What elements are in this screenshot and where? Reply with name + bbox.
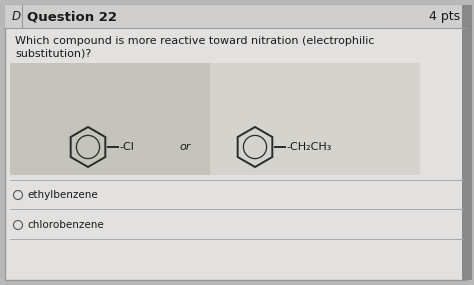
Text: -Cl: -Cl (119, 142, 134, 152)
Text: or: or (179, 142, 191, 152)
Text: Question 22: Question 22 (27, 10, 117, 23)
Text: chlorobenzene: chlorobenzene (27, 220, 104, 230)
FancyBboxPatch shape (5, 5, 467, 280)
Text: 4 pts: 4 pts (429, 10, 460, 23)
FancyBboxPatch shape (10, 63, 325, 175)
Text: ethylbenzene: ethylbenzene (27, 190, 98, 200)
FancyBboxPatch shape (462, 5, 472, 280)
Text: substitution)?: substitution)? (15, 48, 91, 58)
FancyBboxPatch shape (210, 63, 420, 175)
Text: Which compound is more reactive toward nitration (electrophilic: Which compound is more reactive toward n… (15, 36, 374, 46)
Text: -CH₂CH₃: -CH₂CH₃ (286, 142, 331, 152)
Text: D: D (12, 10, 21, 23)
FancyBboxPatch shape (5, 5, 467, 28)
